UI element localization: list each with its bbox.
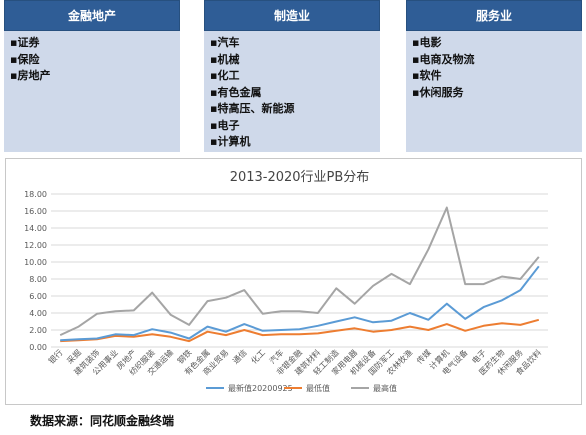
chart-title: 2013-2020行业PB分布	[230, 170, 370, 185]
card-title: 制造业	[204, 0, 380, 31]
list-item: ▪计算机	[210, 135, 251, 148]
list-item: ▪特高压、新能源	[210, 102, 295, 115]
series-line	[59, 206, 540, 337]
x-tick-label: 化工	[249, 347, 267, 365]
list-item: ▪证券	[10, 36, 40, 49]
list-item: ▪汽车	[210, 36, 240, 49]
y-tick-label: 6.00	[29, 292, 47, 301]
series-line	[60, 318, 540, 343]
card-manufacturing: 制造业 ▪汽车 ▪机械 ▪化工 ▪有色金属 ▪特高压、新能源 ▪电子 ▪计算机	[204, 0, 380, 152]
y-tick-label: 2.00	[29, 326, 47, 335]
list-item: ▪电影	[412, 36, 442, 49]
y-tick-label: 10.00	[24, 258, 47, 267]
card-finance-realestate: 金融地产 ▪证券 ▪保险 ▪房地产	[4, 0, 180, 152]
list-item: ▪电子	[210, 118, 240, 132]
card-body: ▪汽车 ▪机械 ▪化工 ▪有色金属 ▪特高压、新能源 ▪电子 ▪计算机	[204, 31, 380, 152]
list-item: ▪化工	[210, 69, 240, 82]
x-tick-label: 通信	[230, 347, 248, 365]
card-title: 金融地产	[4, 0, 180, 31]
y-tick-label: 8.00	[29, 275, 47, 284]
x-tick-label: 银行	[46, 347, 64, 365]
list-item: ▪机械	[210, 52, 240, 66]
y-tick-label: 12.00	[24, 241, 47, 250]
legend-label: 最高值	[373, 383, 397, 393]
y-tick-label: 18.00	[24, 190, 47, 199]
card-body: ▪证券 ▪保险 ▪房地产	[4, 31, 180, 152]
data-source-note: 数据来源：同花顺金融终端	[30, 414, 175, 428]
card-body: ▪电影 ▪电商及物流 ▪软件 ▪休闲服务	[406, 31, 582, 152]
list-item: ▪房地产	[10, 69, 51, 82]
list-item: ▪保险	[10, 52, 40, 66]
y-tick-label: 16.00	[24, 207, 47, 216]
card-services: 服务业 ▪电影 ▪电商及物流 ▪软件 ▪休闲服务	[406, 0, 582, 152]
card-title: 服务业	[406, 0, 582, 31]
y-tick-label: 14.00	[24, 224, 47, 233]
y-tick-label: 0.00	[29, 343, 47, 352]
y-tick-label: 4.00	[29, 309, 47, 318]
list-item: ▪休闲服务	[412, 85, 464, 99]
list-item: ▪电商及物流	[412, 52, 475, 66]
series-line	[60, 265, 540, 342]
pb-line-chart: 2013-2020行业PB分布 0.00 2.00 4.00 6.00 8.00 10.00…	[24, 170, 548, 393]
legend-label: 最低值	[306, 383, 330, 393]
list-item: ▪软件	[412, 69, 442, 82]
chart-frame: 2013-2020行业PB分布 0.00 2.00 4.00 6.00 8.00 10.00…	[5, 158, 582, 405]
legend-label: 最新值20200925	[228, 383, 293, 393]
list-item: ▪有色金属	[210, 85, 262, 99]
